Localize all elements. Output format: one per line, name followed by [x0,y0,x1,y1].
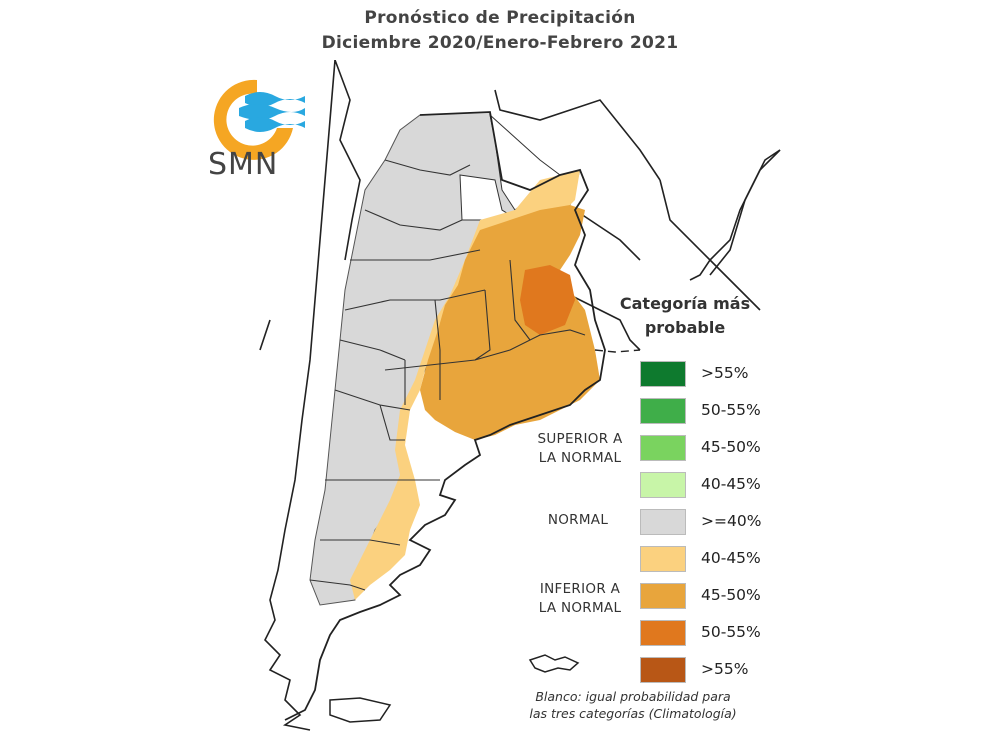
smn-logo-sun-icon [213,79,293,160]
legend-swatch-label: 50-55% [701,623,761,641]
legend-swatch-label: 40-45% [701,549,761,567]
legend-group-normal: NORMAL [518,511,638,530]
legend-title: Categoría más probable [590,292,780,340]
argentina-coastline [284,111,606,721]
brazil-coastline [689,149,781,281]
map-subtitle: Diciembre 2020/Enero-Febrero 2021 [321,33,679,53]
legend-swatch-label: >55% [701,660,749,678]
legend-swatch-label: 45-50% [701,438,761,456]
legend-swatch [640,546,686,572]
footnote: Blanco: igual probabilidad para las tres… [498,688,768,722]
legend-swatch [640,472,686,498]
smn-logo-wave-icon [245,92,305,107]
footnote-line1: Blanco: igual probabilidad para [535,689,731,704]
footnote-line2: las tres categorías (Climatología) [529,706,737,721]
orange-region [420,205,600,440]
neighbor-borders [259,60,781,351]
legend-swatch [640,435,686,461]
legend-group-label: NORMAL [547,512,609,528]
smn-logo-text: SMN [208,147,279,182]
malvinas-islands [528,654,580,673]
legend-swatch [640,657,686,683]
dark-orange-region [520,265,575,335]
legend-group-label: INFERIOR A [539,581,621,597]
legend-swatch [640,509,686,535]
chile-coastline [264,60,336,731]
legend-swatch-label: >55% [701,364,749,382]
legend-swatch [640,620,686,646]
legend-swatch-label: 45-50% [701,586,761,604]
legend-swatch [640,583,686,609]
legend-swatch-label: 40-45% [701,475,761,493]
smn-logo [213,79,305,160]
rio-de-la-plata-line [594,349,641,353]
legend-swatch-label: 50-55% [701,401,761,419]
tierra-del-fuego [329,697,392,723]
legend-swatch-label: >=40% [701,512,762,530]
smn-logo-wave-icon [239,104,305,120]
province-borders [309,159,586,591]
smn-logo-wave-icon [245,117,305,132]
light-orange-region [350,170,580,600]
legend-title-line2: probable [644,318,726,337]
legend-swatch [640,361,686,387]
legend-title-line1: Categoría más [619,294,751,313]
legend-swatch [640,398,686,424]
legend-group-inferior: INFERIOR A LA NORMAL [520,580,640,618]
precipitation-map [259,60,781,731]
legend-group-superior: SUPERIOR A LA NORMAL [520,430,640,468]
legend-group-label: LA NORMAL [538,450,622,466]
legend-group-label: SUPERIOR A [537,431,623,447]
map-title: Pronóstico de Precipitación [364,8,636,28]
legend-group-label: LA NORMAL [538,600,622,616]
